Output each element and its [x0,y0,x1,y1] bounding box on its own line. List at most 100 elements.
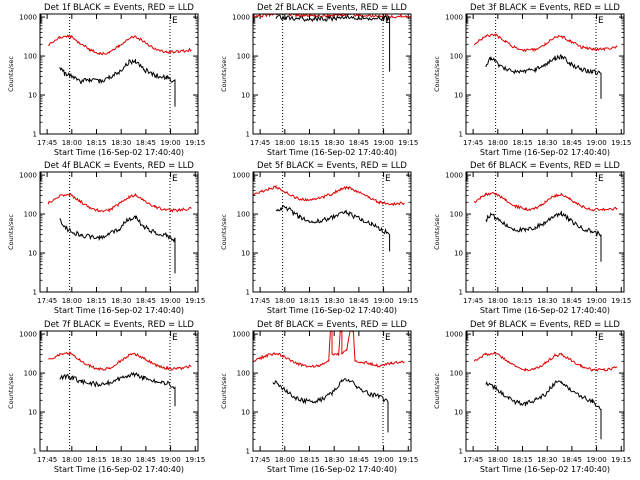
series-line [59,215,176,274]
y-tick-label: 100 [24,53,37,61]
chart-panel: Det 5f BLACK = Events, RED = LLD Counts/s… [220,161,418,315]
y-axis-label: Counts/sec [433,214,441,250]
y-tick-label: 1 [33,289,37,297]
chart-panel: Det 6f BLACK = Events, RED = LLD Counts/s… [433,161,631,315]
x-tick-label: 19:00 [586,139,606,147]
series-line [272,378,389,433]
x-tick-label: 18:15 [512,139,532,147]
chart-title: Det 3f BLACK = Events, RED = LLD [470,3,620,13]
x-tick-label: 19:00 [586,297,606,305]
x-tick-label: 18:15 [512,456,532,464]
x-axis-label: Start Time (16-Sep-02 17:40:40) [480,306,610,315]
y-axis-label: Counts/sec [7,214,15,250]
x-tick-label: 18:15 [86,456,106,464]
chart-title: Det 9f BLACK = Events, RED = LLD [470,320,620,330]
y-tick-label: 100 [237,370,250,378]
x-tick-label: 17:45 [37,456,57,464]
x-tick-label: 19:00 [160,456,180,464]
series-line [275,13,391,72]
series-line [485,210,602,262]
y-tick-label: 1000 [232,14,250,22]
plot-frame [465,13,625,135]
x-axis-label: Start Time (16-Sep-02 17:40:40) [267,148,397,157]
x-tick-label: 17:45 [463,456,483,464]
time-marker-label: E [598,333,604,343]
series-line [59,371,176,407]
y-tick-label: 100 [450,53,463,61]
y-tick-label: 1 [33,448,37,456]
x-tick-label: 18:30 [537,297,557,305]
chart-title: Det 1f BLACK = Events, RED = LLD [44,3,194,13]
y-tick-label: 1 [459,131,463,139]
y-axis-label: Counts/sec [220,214,228,250]
x-axis-label: Start Time (16-Sep-02 17:40:40) [54,148,184,157]
y-axis-label: Counts/sec [433,56,441,92]
y-axis-label: Counts/sec [433,373,441,409]
x-tick-label: 18:00 [488,456,508,464]
x-tick-label: 18:30 [111,456,131,464]
y-tick-label: 100 [24,370,37,378]
y-tick-label: 10 [28,92,37,100]
chart-panel: Det 8f BLACK = Events, RED = LLD Counts/s… [220,320,418,474]
y-tick-label: 1000 [19,331,37,339]
y-tick-label: 100 [237,53,250,61]
x-tick-label: 17:45 [37,139,57,147]
y-tick-label: 100 [450,211,463,219]
x-tick-label: 18:00 [62,456,82,464]
x-tick-label: 18:15 [299,297,319,305]
x-tick-label: 18:15 [299,139,319,147]
x-axis-label: Start Time (16-Sep-02 17:40:40) [54,465,184,474]
y-tick-label: 1000 [445,14,463,22]
chart-title: Det 6f BLACK = Events, RED = LLD [470,161,620,171]
x-tick-label: 19:00 [160,297,180,305]
time-marker-label: E [598,16,604,26]
x-tick-label: 18:00 [62,139,82,147]
x-tick-label: 17:45 [37,297,57,305]
chart-title: Det 8f BLACK = Events, RED = LLD [257,320,407,330]
x-tick-label: 18:15 [86,139,106,147]
y-tick-label: 10 [28,250,37,258]
chart-panel: Det 3f BLACK = Events, RED = LLD Counts/s… [433,3,631,157]
plot-frame [252,13,412,135]
chart-panel: Det 7f BLACK = Events, RED = LLD Counts/s… [7,320,205,474]
plot-frame [39,171,199,293]
x-tick-label: 19:15 [611,297,631,305]
plot-frame [252,330,412,452]
time-marker-label: E [385,16,391,26]
chart-panel: Det 2f BLACK = Events, RED = LLD Counts/s… [220,3,418,157]
y-tick-label: 1 [459,448,463,456]
x-axis-label: Start Time (16-Sep-02 17:40:40) [480,465,610,474]
x-tick-label: 19:15 [185,139,205,147]
x-tick-label: 18:45 [136,139,156,147]
x-axis-label: Start Time (16-Sep-02 17:40:40) [54,306,184,315]
plot-frame [465,171,625,293]
y-tick-label: 1000 [445,331,463,339]
series-line [473,351,618,372]
series-line [473,33,618,53]
y-tick-label: 1000 [19,14,37,22]
x-tick-label: 18:30 [111,297,131,305]
x-axis-label: Start Time (16-Sep-02 17:40:40) [267,465,397,474]
x-tick-label: 18:00 [275,297,295,305]
x-tick-label: 18:30 [537,139,557,147]
y-tick-label: 10 [241,92,250,100]
y-tick-label: 1 [246,448,250,456]
y-tick-label: 1000 [232,331,250,339]
x-tick-label: 18:00 [488,297,508,305]
x-tick-label: 18:15 [299,456,319,464]
series-line [485,53,602,99]
y-tick-label: 1000 [232,172,250,180]
series-line [252,329,405,368]
x-tick-label: 19:15 [398,139,418,147]
x-tick-label: 18:45 [562,456,582,464]
series-line [47,350,192,371]
x-tick-label: 18:30 [324,139,344,147]
series-line [485,380,602,440]
y-tick-label: 1 [246,131,250,139]
y-tick-label: 100 [450,370,463,378]
x-tick-label: 18:45 [136,297,156,305]
chart-panel: Det 9f BLACK = Events, RED = LLD Counts/s… [433,320,631,474]
x-axis-label: Start Time (16-Sep-02 17:40:40) [480,148,610,157]
x-tick-label: 19:00 [373,297,393,305]
